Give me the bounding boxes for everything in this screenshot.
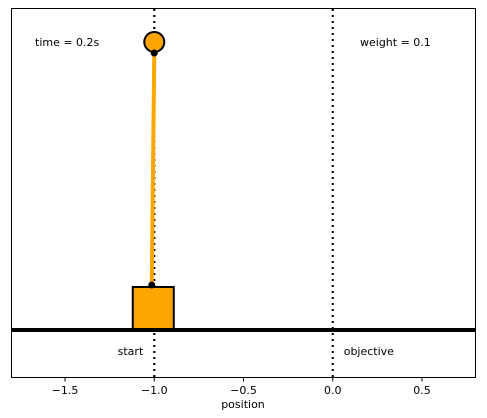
pendulum-bob-pivot [150, 49, 158, 57]
cart [131, 286, 175, 330]
objective-label: objective [344, 345, 394, 358]
pendulum-bob [143, 31, 166, 53]
plot-frame [11, 8, 476, 378]
time-readout: time = 0.2s [35, 36, 100, 49]
x-axis-ticks: −1.5 −1.0 −0.5 0.0 0.5 [52, 377, 431, 397]
pendulum-rod [149, 51, 157, 287]
start-label: start [118, 345, 144, 358]
x-tick-label: −0.5 [230, 384, 257, 397]
cart-pivot [148, 281, 156, 289]
x-tick-label: 0.5 [413, 384, 431, 397]
x-tick-label: −1.5 [52, 384, 79, 397]
x-axis-label: position [221, 398, 265, 411]
x-tick-label: 0.0 [324, 384, 342, 397]
x-tick-label: −1.0 [141, 384, 168, 397]
weight-readout: weight = 0.1 [360, 36, 431, 49]
